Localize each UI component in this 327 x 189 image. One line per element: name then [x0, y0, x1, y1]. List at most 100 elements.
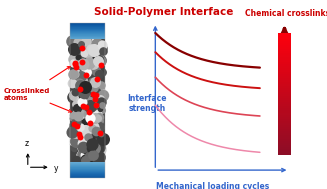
Point [77, 76, 83, 79]
Point [72, 123, 77, 126]
Point [81, 70, 86, 74]
Point [98, 64, 104, 67]
Bar [70, 31, 105, 32]
Point [71, 48, 76, 51]
Point [71, 95, 76, 98]
Point [74, 98, 79, 101]
Bar [278, 60, 291, 62]
Point [82, 65, 88, 68]
Point [80, 146, 85, 149]
Point [88, 146, 93, 149]
Point [91, 126, 96, 129]
Bar [70, 163, 105, 164]
Point [73, 118, 78, 121]
Bar [278, 43, 291, 45]
Bar [70, 162, 105, 163]
Bar [70, 166, 105, 167]
Bar [278, 100, 291, 102]
Point [71, 122, 77, 125]
Point [76, 78, 81, 81]
Point [95, 147, 100, 150]
Point [95, 114, 100, 117]
Bar [70, 168, 105, 169]
Point [91, 43, 96, 46]
Bar [70, 23, 105, 178]
Bar [278, 47, 291, 49]
Point [73, 73, 78, 76]
Point [91, 65, 96, 68]
Bar [70, 29, 105, 30]
Bar [70, 23, 105, 24]
Point [99, 47, 104, 50]
Point [78, 98, 83, 101]
Point [86, 42, 91, 45]
Point [90, 153, 95, 156]
Point [86, 154, 92, 157]
Point [80, 155, 86, 158]
Point [71, 47, 77, 50]
Point [86, 51, 91, 54]
Point [75, 40, 80, 43]
Point [98, 83, 104, 86]
Point [93, 93, 98, 96]
Point [77, 136, 83, 139]
Point [93, 68, 98, 71]
Point [79, 154, 84, 157]
Point [83, 42, 89, 45]
Point [96, 141, 101, 144]
Point [70, 128, 75, 131]
Bar [70, 164, 105, 165]
Point [83, 70, 88, 73]
Bar [278, 104, 291, 106]
Point [73, 158, 78, 161]
Point [74, 130, 79, 133]
Point [78, 72, 83, 75]
Bar [278, 35, 291, 37]
Point [84, 106, 89, 109]
Point [89, 143, 95, 146]
Bar [278, 137, 291, 139]
Point [90, 126, 95, 129]
Bar [278, 129, 291, 131]
Point [98, 102, 104, 105]
Point [76, 51, 81, 54]
Point [74, 124, 79, 127]
Point [97, 115, 102, 119]
Point [100, 50, 106, 53]
Bar [278, 125, 291, 127]
Point [70, 58, 75, 61]
Point [79, 51, 84, 54]
Bar [278, 49, 291, 51]
Bar [278, 141, 291, 143]
Point [92, 97, 97, 100]
Point [82, 119, 88, 122]
Point [69, 46, 75, 49]
Point [95, 125, 101, 128]
Bar [70, 32, 105, 33]
Point [83, 73, 89, 76]
Point [80, 60, 85, 63]
Point [76, 51, 81, 54]
Bar [278, 68, 291, 70]
Bar [70, 34, 105, 35]
Point [91, 83, 96, 86]
Point [74, 46, 79, 49]
Bar [278, 78, 291, 80]
Bar [278, 133, 291, 135]
Point [72, 90, 77, 93]
Point [100, 51, 105, 54]
Point [90, 153, 95, 156]
Bar [70, 175, 105, 176]
Point [92, 48, 97, 51]
Point [90, 139, 95, 142]
Point [82, 152, 88, 155]
Point [84, 153, 89, 156]
Point [98, 132, 103, 135]
Point [69, 81, 75, 84]
Point [84, 148, 90, 151]
Bar [278, 53, 291, 55]
Point [96, 73, 102, 76]
Point [86, 112, 91, 115]
Point [92, 50, 97, 53]
Point [92, 115, 97, 119]
